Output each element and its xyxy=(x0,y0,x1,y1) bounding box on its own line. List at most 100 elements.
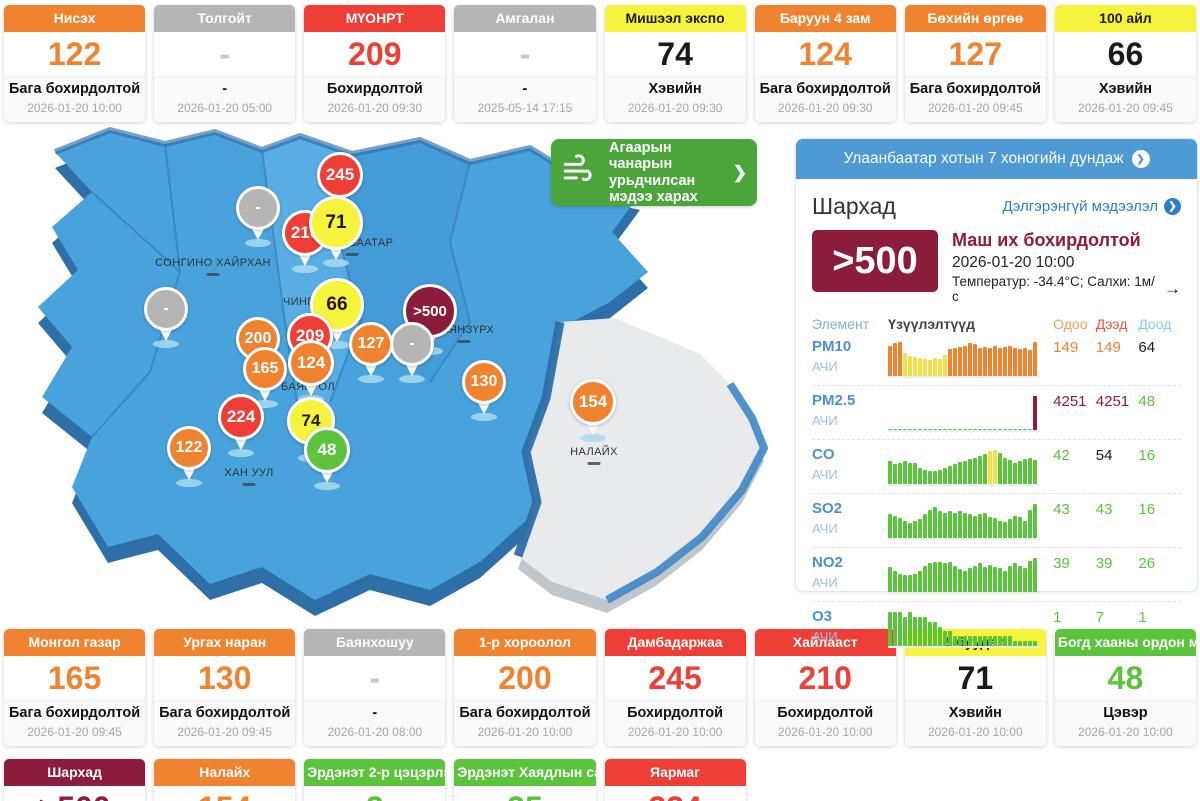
sparkline-bar xyxy=(978,429,983,430)
station-card[interactable]: Бөхийн өргөө 127 Бага бохирдолтой 2026-01-2… xyxy=(904,5,1046,122)
sparkline-bar xyxy=(948,562,953,592)
details-link-label: Дэлгэрэнгүй мэдээлэл xyxy=(1002,198,1158,215)
sparkline-bar xyxy=(1003,636,1008,646)
sparkline-bar xyxy=(953,566,958,592)
station-card[interactable]: 100 айл 66 Хэвийн 2026-01-20 09:45 xyxy=(1054,5,1196,122)
sparkline-bar xyxy=(923,566,928,592)
station-card-title: Толгойт xyxy=(154,5,296,32)
pollutant-min-value: 1 xyxy=(1138,609,1147,626)
pollutant-unit: АЧИ xyxy=(812,629,838,644)
sparkline-bar xyxy=(938,429,943,430)
sparkline-bar xyxy=(1013,516,1018,538)
station-aqi-value: 122 xyxy=(4,32,146,76)
station-map-pin[interactable]: 124 xyxy=(288,340,334,412)
station-status-text: - xyxy=(522,81,528,97)
station-map-pin[interactable]: 48 xyxy=(304,427,350,499)
station-card[interactable]: Дамбадаржаа 245 Бохирдолтой 2026-01-20 10:0… xyxy=(604,629,746,746)
station-aqi-value: 165 xyxy=(4,656,146,700)
sparkline-bar xyxy=(1023,568,1028,592)
station-card-title: Яармаг xyxy=(604,759,746,786)
pin-tail xyxy=(182,467,196,480)
district-label-dash xyxy=(587,462,601,465)
station-timestamp: 2026-01-20 09:45 xyxy=(27,725,122,739)
station-card[interactable]: МҮОНРТ 209 Бохирдолтой 2026-01-20 09:30 xyxy=(304,5,446,122)
station-card[interactable]: 1-р хороолол 200 Бага бохирдолтой 2026-01-2… xyxy=(454,629,596,746)
station-map-pin[interactable]: 154 xyxy=(570,379,616,451)
column-now: Одоо xyxy=(1053,316,1088,332)
station-map-pin[interactable]: - xyxy=(236,186,280,256)
pollutant-name-cell: PM10 АЧИ xyxy=(812,338,888,374)
station-card-footer: Бага бохирдолтой 2026-01-20 09:45 xyxy=(4,700,146,746)
station-aqi-value: 245 xyxy=(604,656,746,700)
station-card[interactable]: Баянхошуу - -2026-01-20 08:00 xyxy=(304,629,446,746)
station-card-footer: - 2025-05-14 17:15 xyxy=(454,76,596,122)
details-link[interactable]: Дэлгэрэнгүй мэдээлэл ❯ xyxy=(1002,198,1181,215)
pollutant-name-cell: NO2 АЧИ xyxy=(812,554,888,590)
pollutant-min-value: 64 xyxy=(1138,339,1156,356)
station-aqi-value: 71 xyxy=(904,656,1046,700)
sparkline-bar xyxy=(1028,561,1033,592)
sparkline-bar xyxy=(913,357,918,376)
sparkline-bar xyxy=(918,617,923,646)
sparkline-bar xyxy=(933,562,938,592)
station-map-pin[interactable]: 127 xyxy=(349,322,393,392)
station-card[interactable]: Мишээл экспо 74 Хэвийн 2026-01-20 09:30 xyxy=(604,5,746,122)
station-card[interactable]: Монгол газар 165 Бага бохирдолтой 2026-01-2… xyxy=(4,629,146,746)
pollutant-sparkline-cell xyxy=(888,500,1053,540)
station-map-pin[interactable]: 130 xyxy=(462,360,506,430)
station-card[interactable]: Нисэх 122 Бага бохирдолтой 2026-01-20 10:00 xyxy=(4,5,146,122)
station-card-footer: Бохирдолтой 2026-01-20 10:00 xyxy=(754,700,896,746)
sparkline-bar xyxy=(958,429,963,430)
station-card-title: Хайлааст xyxy=(754,629,896,656)
pollutant-name: SO2 xyxy=(812,500,843,517)
station-card[interactable]: Амгалан - -2025-05-14 17:15 xyxy=(454,5,596,122)
station-card[interactable]: Яармаг224Бохирдолтой2026-01-20 10:00 xyxy=(604,759,746,801)
sparkline-bar xyxy=(898,574,903,592)
station-status-text: Бага бохирдолтой xyxy=(459,705,591,721)
station-map-pin[interactable]: 66 xyxy=(310,278,364,358)
station-timestamp: 2026-01-20 05:00 xyxy=(177,101,273,115)
station-status-text: Хэвийн xyxy=(1098,81,1153,97)
sparkline-bar xyxy=(928,622,933,646)
station-status-text: Бага бохирдолтой xyxy=(8,81,141,97)
station-card[interactable]: Хайлааст 210 Бохирдолтой 2026-01-20 10:00 xyxy=(754,629,896,746)
station-card[interactable]: Богд хааны ордон музей48 Цэвэр 2026-01-20 … xyxy=(1054,629,1196,746)
station-map-pin[interactable]: 165 xyxy=(243,347,287,417)
station-card-title: Монгол газар xyxy=(4,629,146,656)
station-card[interactable]: Баруун 4 зам 124 Бага бохирдолтой 2026-01-2… xyxy=(754,5,896,122)
station-map-pin[interactable]: - xyxy=(144,287,188,357)
station-map-pin[interactable]: - xyxy=(390,322,434,392)
station-map-pin[interactable]: 71 xyxy=(309,196,363,276)
station-card-title: Нисэх xyxy=(4,5,146,32)
station-map-pin[interactable]: 122 xyxy=(167,426,211,496)
sparkline-bar xyxy=(998,453,1003,484)
pin-aqi-value: 124 xyxy=(288,340,334,386)
sparkline-bar xyxy=(948,429,953,430)
station-map-pin[interactable]: 224 xyxy=(218,394,264,466)
station-status-text: Бохирдолтой xyxy=(627,705,724,721)
sparkline-bar xyxy=(913,429,918,430)
sparkline-bar xyxy=(978,456,983,484)
sparkline-bar xyxy=(898,463,903,484)
station-card[interactable]: Эрдэнэт Хаядлын сан35Цэвэр2026-01-20 10:… xyxy=(454,759,596,801)
station-card[interactable]: Эрдэнэт 2-р цэцэрлэг2Цэвэр2026-01-20 10:… xyxy=(304,759,446,801)
weekly-average-button[interactable]: Улаанбаатар хотын 7 хоногийн дундаж ❯ xyxy=(796,139,1197,179)
pin-shadow xyxy=(580,434,606,442)
sparkline-bar xyxy=(928,563,933,592)
station-card-footer: Бага бохирдолтой 2026-01-20 09:30 xyxy=(754,76,896,122)
sparkline-bar xyxy=(1013,563,1018,592)
station-card[interactable]: Ургах наран 130 Бага бохирдолтой 2026-01-20… xyxy=(154,629,296,746)
sparkline-bar xyxy=(993,346,998,376)
pin-tail xyxy=(159,328,173,341)
station-timestamp: 2026-01-20 10:00 xyxy=(1078,725,1173,739)
sparkline-bar xyxy=(898,612,903,646)
air-quality-forecast-button[interactable]: Агаарын чанарын урьдчилсан мэдээ харах ❯ xyxy=(551,139,757,206)
pin-tail xyxy=(320,470,334,483)
sparkline-bar xyxy=(1033,558,1038,592)
station-card[interactable]: Толгойт - -2026-01-20 05:00 xyxy=(154,5,296,122)
sparkline-bar xyxy=(898,342,903,376)
sparkline-bar xyxy=(943,355,948,376)
sparkline-chart xyxy=(888,446,1041,486)
